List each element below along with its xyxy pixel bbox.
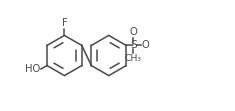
Text: S: S (130, 40, 137, 51)
Text: F: F (62, 18, 67, 28)
Text: CH₃: CH₃ (125, 54, 142, 63)
Text: O: O (129, 27, 137, 37)
Text: HO: HO (25, 64, 40, 74)
Text: O: O (142, 40, 150, 51)
